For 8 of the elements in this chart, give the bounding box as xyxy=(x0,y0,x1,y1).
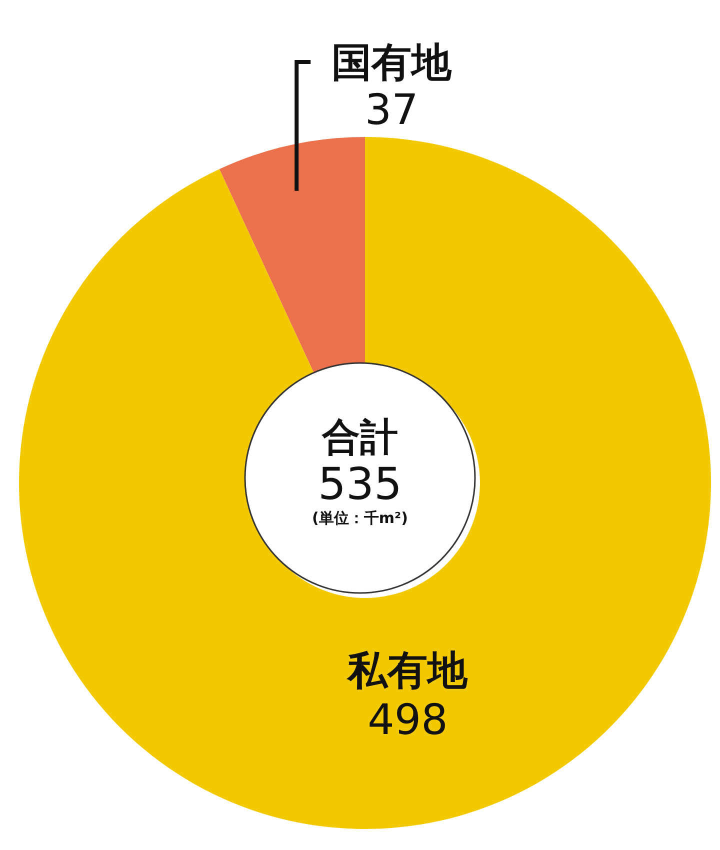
text: 535 xyxy=(317,458,403,510)
text: (単位：千m²) xyxy=(311,509,409,528)
text: 合計 xyxy=(320,415,399,460)
slice-label: 国有地 xyxy=(332,40,453,86)
data-label: 498 xyxy=(368,695,448,744)
slice-label: 私有地 xyxy=(346,648,469,694)
donut-slice xyxy=(19,137,711,829)
data-label: 37 xyxy=(364,85,418,134)
